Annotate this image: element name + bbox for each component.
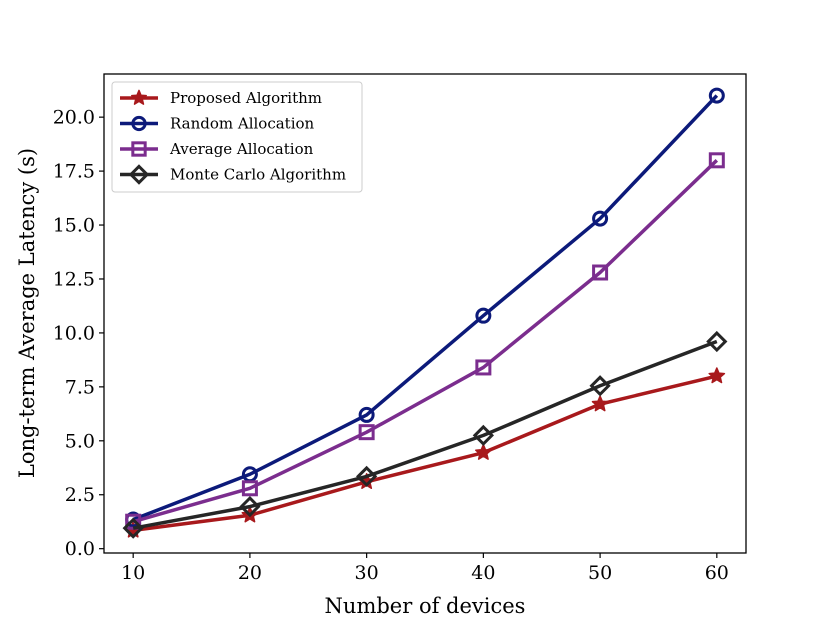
y-tick-label: 15.0 [53, 215, 95, 237]
data-point-average-allocation [358, 424, 375, 441]
data-point-monte-carlo-algorithm [239, 495, 261, 518]
legend: Proposed Algorithm Random Allocation Avera… [111, 81, 363, 193]
legend-marker-random-allocation [131, 115, 147, 132]
y-tick-label: 2.5 [65, 484, 95, 506]
data-point-average-allocation [592, 264, 609, 281]
data-point-monte-carlo-algorithm [706, 330, 728, 353]
data-point-monte-carlo-algorithm [356, 465, 378, 488]
data-point-random-allocation [592, 210, 609, 227]
data-point-average-allocation [708, 152, 725, 169]
legend-marker-average-allocation [131, 141, 147, 157]
series-proposed-algorithm [124, 367, 726, 538]
data-point-proposed-algorithm [475, 443, 492, 460]
x-tick-label: 10 [121, 562, 145, 584]
legend-marker-monte-carlo-algorithm [128, 164, 150, 185]
x-tick-label: 20 [238, 562, 262, 584]
legend-label-random-allocation: Random Allocation [170, 115, 315, 133]
plot-area [122, 87, 728, 539]
data-point-proposed-algorithm [708, 367, 726, 384]
series-average-allocation [125, 152, 725, 530]
series-line-average-allocation [132, 159, 719, 524]
series-line-proposed-algorithm [132, 374, 718, 533]
data-point-monte-carlo-algorithm [472, 424, 494, 447]
data-point-average-allocation [125, 513, 142, 530]
legend-box [111, 81, 363, 193]
y-tick-label: 7.5 [65, 376, 95, 398]
legend-label-proposed-algorithm: Proposed Algorithm [170, 89, 322, 107]
y-tick-label: 17.5 [53, 161, 95, 183]
y-tick-label: 0.0 [65, 538, 95, 560]
x-axis-label: Number of devices [325, 594, 526, 618]
y-axis-label: Long-term Average Latency (s) [15, 148, 39, 478]
data-point-monte-carlo-algorithm [589, 375, 611, 397]
y-tick-label: 20.0 [53, 107, 95, 129]
data-point-average-allocation [241, 480, 258, 497]
x-tick-label: 30 [355, 562, 379, 584]
axes-frame [103, 73, 747, 554]
legend-marker-proposed-algorithm [131, 89, 147, 105]
data-point-average-allocation [475, 359, 492, 376]
series-line-monte-carlo-algorithm [132, 339, 718, 530]
axis-ticks: 10 20 30 40 50 60 0.0 2.5 5.0 7.5 10.0 12.5 15.0 17.5… [53, 107, 729, 584]
y-tick-label: 10.0 [53, 322, 95, 344]
series-line-random-allocation [132, 94, 719, 522]
data-point-random-allocation [358, 406, 375, 423]
x-tick-label: 40 [471, 562, 495, 584]
data-point-monte-carlo-algorithm [122, 517, 144, 539]
series-monte-carlo-algorithm [122, 330, 728, 539]
x-tick-label: 60 [705, 562, 729, 584]
legend-label-monte-carlo-algorithm: Monte Carlo Algorithm [170, 166, 346, 184]
x-tick-label: 50 [588, 562, 612, 584]
y-tick-label: 12.5 [53, 268, 95, 290]
data-point-random-allocation [708, 87, 725, 104]
data-point-random-allocation [475, 307, 492, 324]
data-point-proposed-algorithm [591, 395, 609, 412]
legend-label-average-allocation: Average Allocation [169, 140, 314, 158]
y-tick-label: 5.0 [65, 430, 95, 452]
